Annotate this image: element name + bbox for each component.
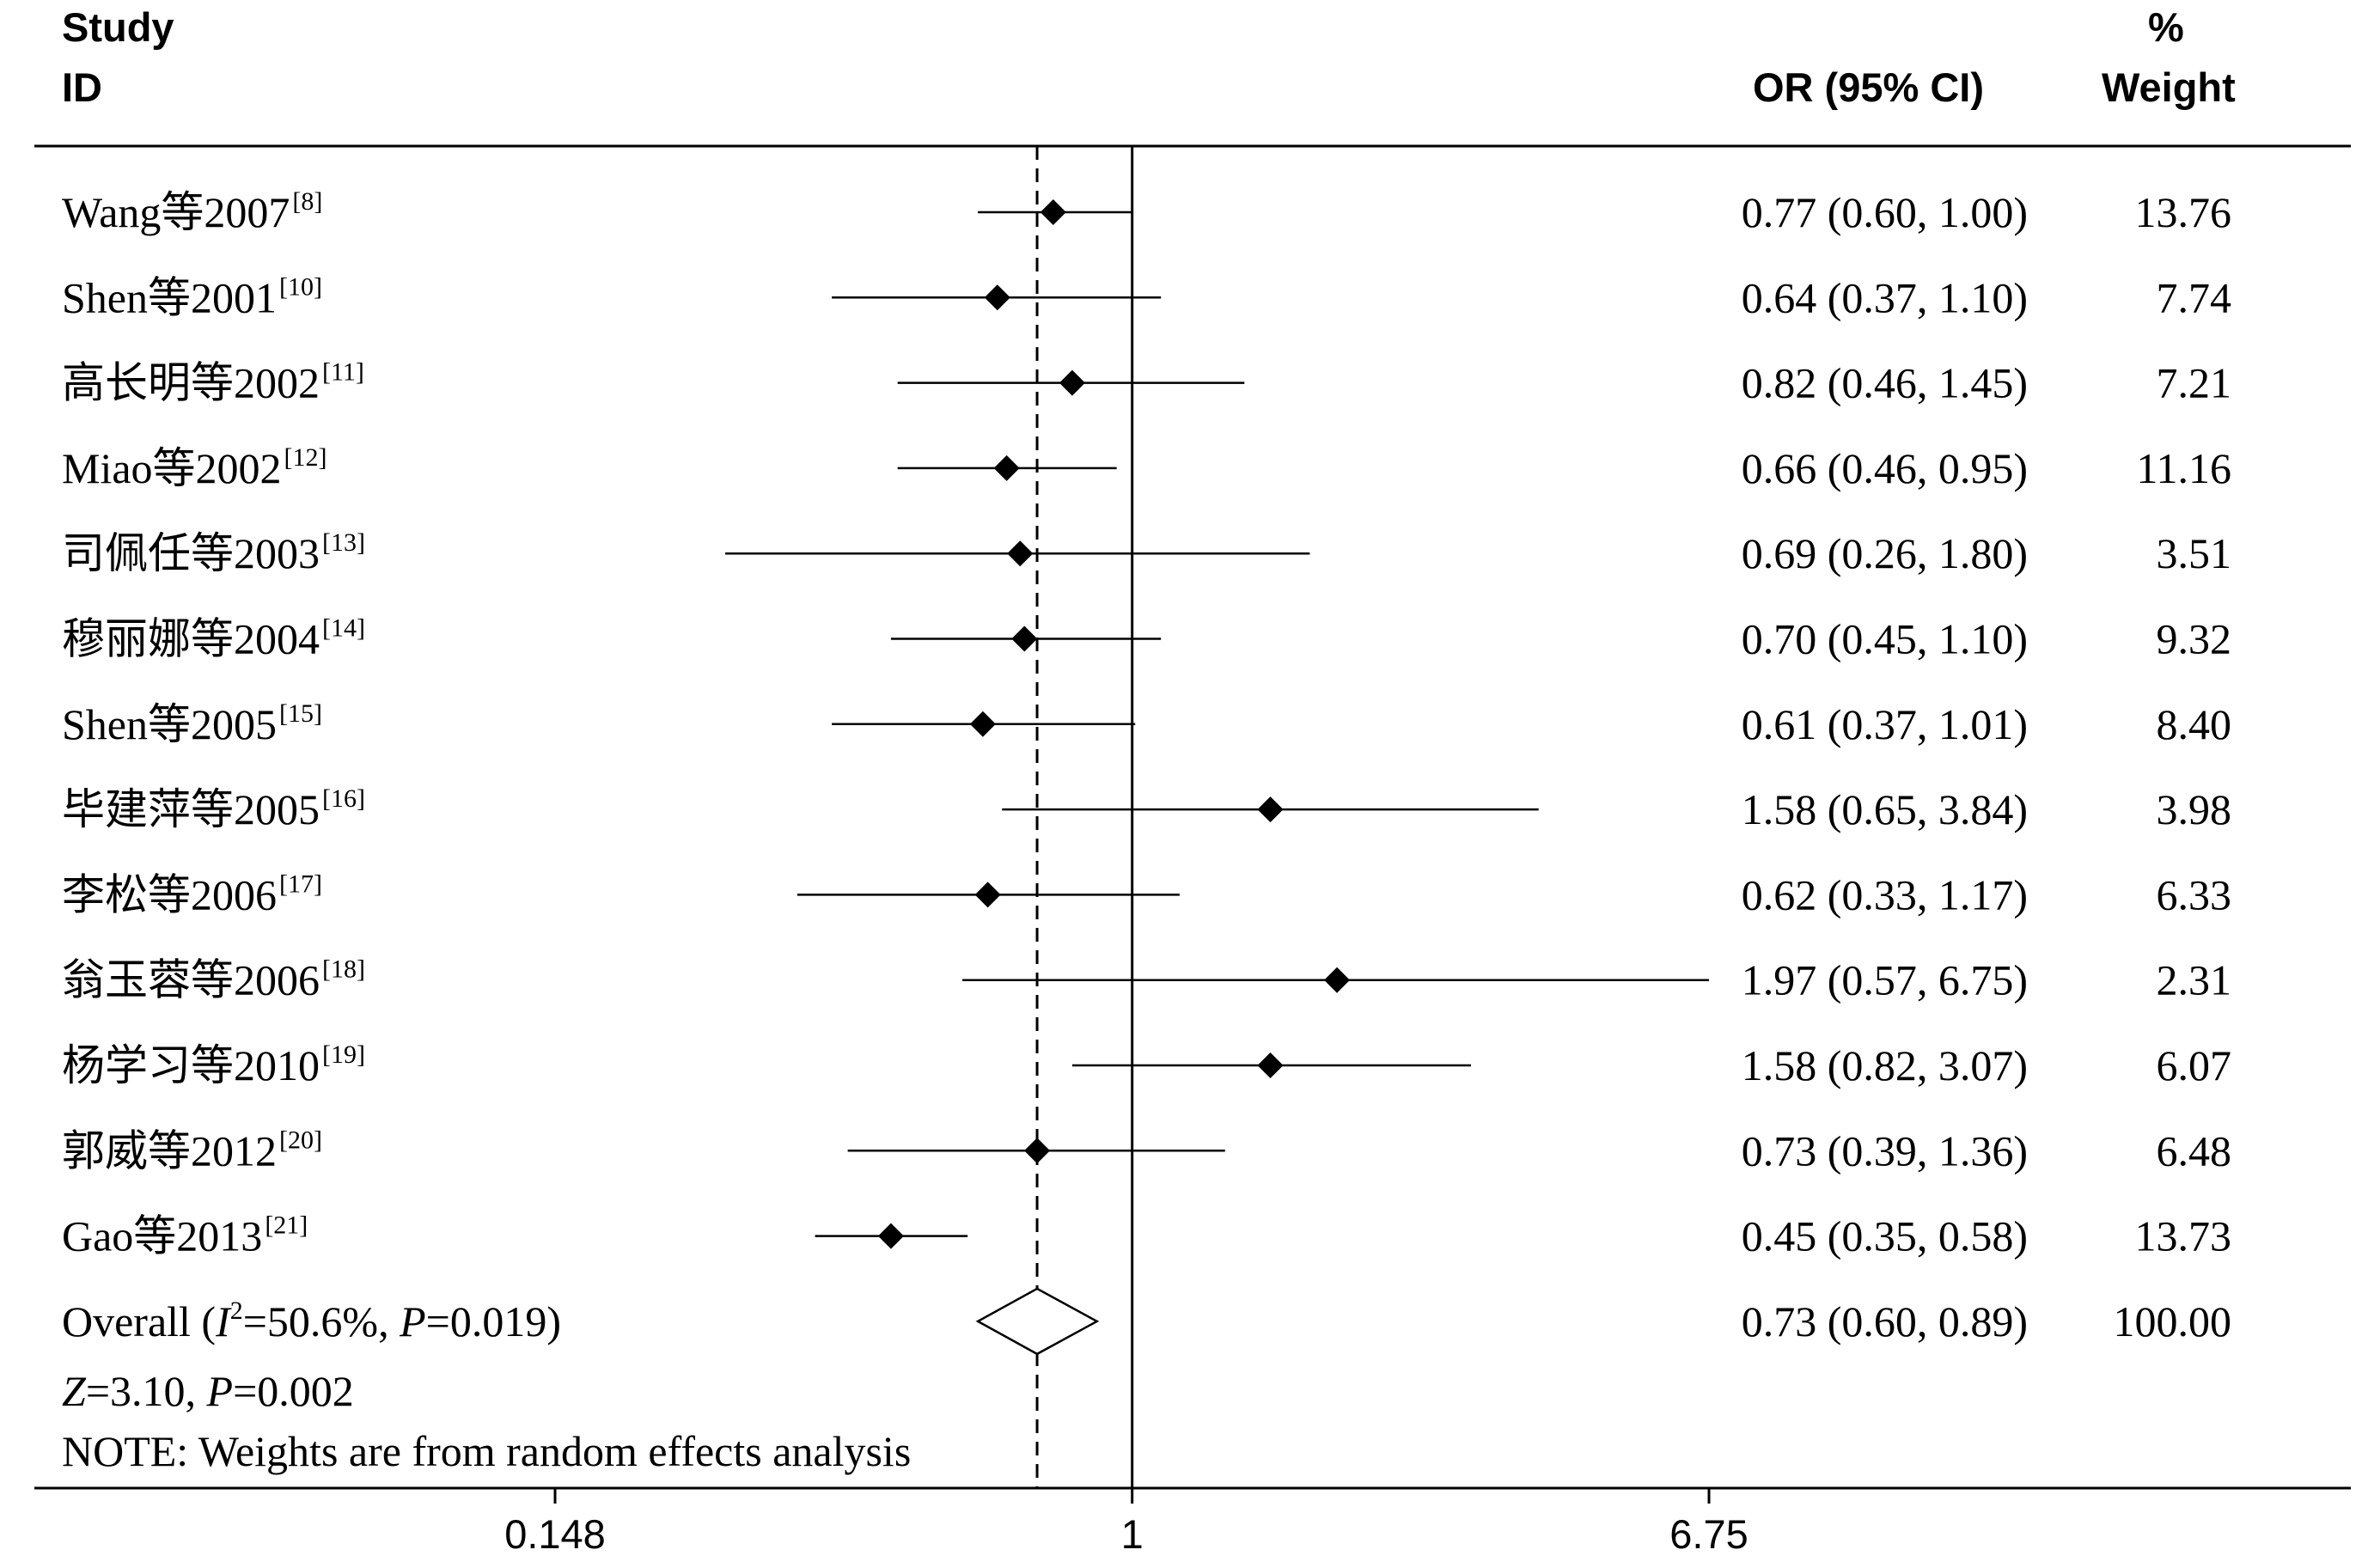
point-estimate-marker xyxy=(969,711,996,737)
point-estimate-marker xyxy=(877,1223,904,1249)
x-tick-label: 1 xyxy=(1121,1511,1144,1557)
study-or-ci: 0.70 (0.45, 1.10) xyxy=(1742,615,2028,663)
study-or-ci: 1.97 (0.57, 6.75) xyxy=(1742,956,2028,1004)
study-label: 司佩任等2003 [13] xyxy=(62,528,365,577)
point-estimate-marker xyxy=(1007,540,1034,567)
study-label: 杨学习等2010 [19] xyxy=(62,1040,365,1089)
header-percent: % xyxy=(2148,4,2184,50)
study-weight: 3.51 xyxy=(2157,529,2232,577)
study-weight: 7.74 xyxy=(2157,273,2232,321)
point-estimate-marker xyxy=(1257,1052,1284,1078)
overall-label: Overall (I2=50.6%, P=0.019) xyxy=(62,1296,561,1345)
study-label: Shen等2001 [10] xyxy=(62,272,322,321)
study-or-ci: 0.45 (0.35, 0.58) xyxy=(1742,1212,2028,1260)
study-weight: 6.33 xyxy=(2157,870,2232,918)
study-weight: 6.48 xyxy=(2157,1126,2232,1174)
point-estimate-marker xyxy=(974,882,1001,908)
study-label: Wang等2007 [8] xyxy=(62,187,322,236)
header-id: ID xyxy=(62,64,102,110)
point-estimate-marker xyxy=(1024,1138,1051,1164)
point-estimate-marker xyxy=(993,455,1020,481)
overall-weight: 100.00 xyxy=(2114,1297,2232,1345)
study-or-ci: 0.61 (0.37, 1.01) xyxy=(1742,700,2028,748)
overall-diamond xyxy=(975,1287,1100,1356)
study-weight: 13.76 xyxy=(2135,188,2232,236)
study-or-ci: 0.62 (0.33, 1.17) xyxy=(1742,870,2028,918)
study-label: 郭威等2012 [20] xyxy=(62,1126,322,1174)
overall-effect-test: Z=3.10, P=0.002 xyxy=(62,1367,354,1415)
header-weight: Weight xyxy=(2102,64,2236,110)
point-estimate-marker xyxy=(1257,796,1284,823)
study-label: Shen等2005 [15] xyxy=(62,699,322,748)
study-weight: 6.07 xyxy=(2157,1041,2232,1089)
study-or-ci: 0.82 (0.46, 1.45) xyxy=(1742,359,2028,407)
weights-note: NOTE: Weights are from random effects an… xyxy=(62,1427,911,1475)
x-tick-label: 6.75 xyxy=(1669,1511,1748,1557)
point-estimate-marker xyxy=(984,284,1010,311)
study-weight: 8.40 xyxy=(2157,700,2232,748)
point-estimate-marker xyxy=(1011,625,1038,652)
point-estimate-marker xyxy=(1040,199,1066,225)
study-weight: 13.73 xyxy=(2135,1212,2232,1260)
study-weight: 3.98 xyxy=(2157,785,2232,833)
header-or-ci: OR (95% CI) xyxy=(1753,64,1984,110)
study-label: 高长明等2002 [11] xyxy=(62,358,364,407)
point-estimate-marker xyxy=(1059,369,1085,396)
header-study: Study xyxy=(62,4,174,50)
study-or-ci: 0.73 (0.39, 1.36) xyxy=(1742,1126,2028,1174)
study-label: 毕建萍等2005 [16] xyxy=(62,784,365,833)
study-label: Gao等2013 [21] xyxy=(62,1211,308,1260)
study-or-ci: 0.66 (0.46, 0.95) xyxy=(1742,444,2028,492)
study-or-ci: 0.64 (0.37, 1.10) xyxy=(1742,273,2028,321)
study-weight: 11.16 xyxy=(2136,444,2231,492)
x-tick-label: 0.148 xyxy=(504,1511,606,1557)
study-label: Miao等2002 [12] xyxy=(62,443,327,492)
overall-or-ci: 0.73 (0.60, 0.89) xyxy=(1742,1297,2028,1345)
study-label: 翁玉蓉等2006 [18] xyxy=(62,955,365,1004)
study-label: 穆丽娜等2004 [14] xyxy=(62,614,365,663)
study-or-ci: 0.77 (0.60, 1.00) xyxy=(1742,188,2028,236)
point-estimate-marker xyxy=(1324,967,1351,993)
study-or-ci: 1.58 (0.65, 3.84) xyxy=(1742,785,2028,833)
study-weight: 9.32 xyxy=(2157,615,2232,663)
study-weight: 2.31 xyxy=(2157,956,2232,1004)
study-weight: 7.21 xyxy=(2157,359,2232,407)
study-or-ci: 0.69 (0.26, 1.80) xyxy=(1742,529,2028,577)
study-or-ci: 1.58 (0.82, 3.07) xyxy=(1742,1041,2028,1089)
study-label: 李松等2006 [17] xyxy=(62,869,322,918)
